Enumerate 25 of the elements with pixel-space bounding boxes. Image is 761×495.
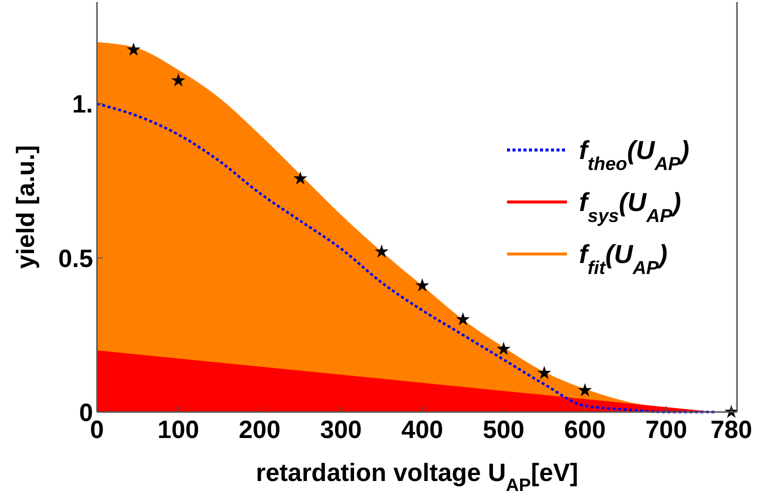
x-tick-label: 500 <box>482 416 524 444</box>
legend-label: f$_{theo}$(U$_{AP}$) <box>579 135 690 174</box>
point <box>293 171 308 185</box>
x-tick-label: 300 <box>320 416 362 444</box>
x-axis-title: retardation voltage U$_{AP}$[eV] <box>256 459 578 495</box>
point <box>456 312 470 326</box>
point <box>171 73 186 87</box>
x-tick-label: 700 <box>645 416 688 444</box>
point <box>126 42 141 56</box>
y-axis-title: yield [a.u.] <box>12 145 40 269</box>
point <box>578 383 592 396</box>
x-tick-label: 780 <box>710 416 752 444</box>
y-tick-label: 1. <box>72 90 93 119</box>
point <box>374 244 389 258</box>
line-series <box>96 102 716 414</box>
point <box>496 342 511 356</box>
x-tick-label: 200 <box>238 416 280 444</box>
point <box>537 366 552 380</box>
legend-label: f$_{sys}$(U$_{AP}$) <box>579 187 681 226</box>
y-tick-label: 0.5 <box>58 244 94 273</box>
x-tick-label: 100 <box>157 416 200 444</box>
x-tick-label: 600 <box>564 416 606 444</box>
legend-label: f$_{fit}$(U$_{AP}$) <box>579 239 668 278</box>
point <box>415 278 430 292</box>
x-tick-label: 400 <box>401 416 444 444</box>
